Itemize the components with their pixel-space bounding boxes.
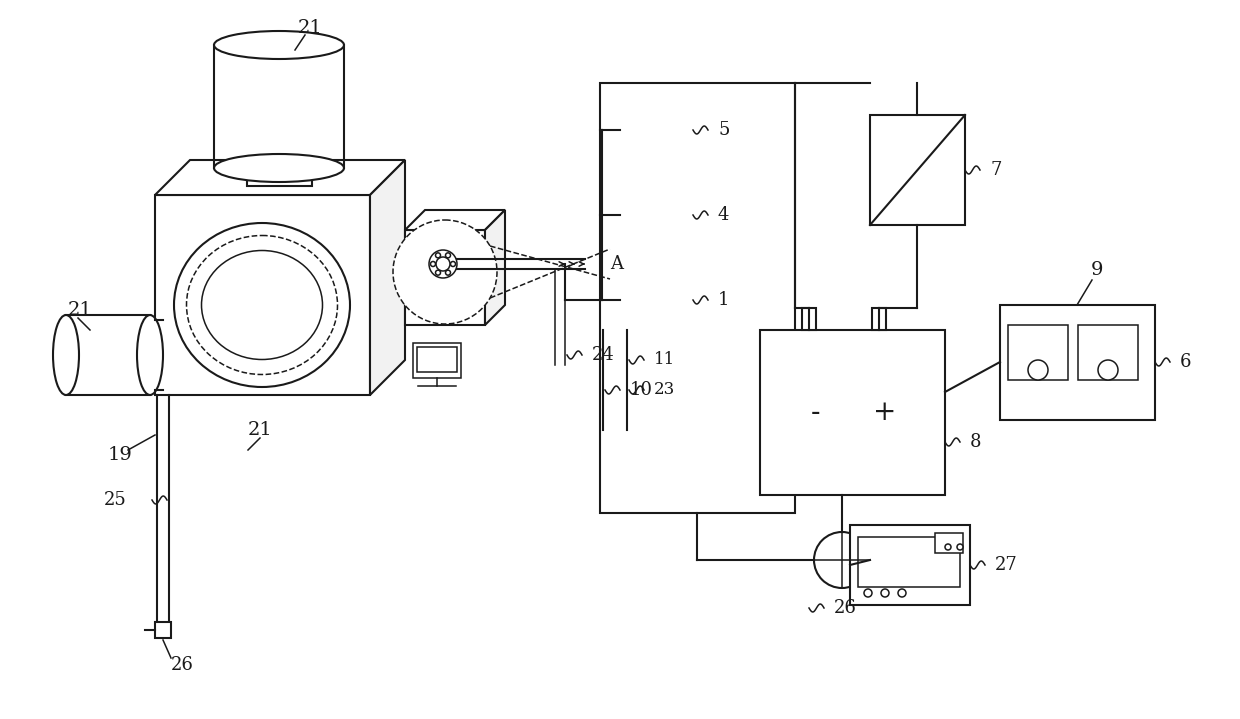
Bar [405, 230, 485, 325]
Text: 6: 6 [1180, 353, 1192, 371]
Bar [849, 525, 970, 605]
Ellipse shape [603, 422, 627, 438]
Text: 1: 1 [718, 291, 729, 309]
Bar [1008, 325, 1068, 380]
Ellipse shape [603, 322, 627, 338]
Circle shape [957, 544, 963, 550]
Bar [760, 330, 945, 495]
Bar [870, 115, 965, 225]
Circle shape [898, 589, 906, 597]
Circle shape [1028, 360, 1048, 380]
Text: 25: 25 [104, 491, 126, 509]
Text: 4: 4 [718, 206, 729, 224]
Text: +: + [873, 398, 897, 426]
Text: A: A [610, 255, 624, 273]
Circle shape [880, 589, 889, 597]
Circle shape [610, 315, 620, 325]
Bar [627, 108, 686, 152]
Text: 23: 23 [653, 382, 676, 398]
Ellipse shape [215, 31, 343, 59]
Bar [627, 193, 686, 237]
Bar [155, 195, 370, 395]
Bar [935, 533, 963, 553]
Bar [620, 185, 698, 245]
Circle shape [675, 292, 689, 308]
Circle shape [864, 589, 872, 597]
Bar [872, 308, 887, 330]
Bar [627, 278, 686, 322]
Bar [620, 100, 698, 160]
Circle shape [393, 220, 497, 324]
Polygon shape [370, 160, 405, 395]
Text: 10: 10 [630, 381, 653, 399]
Bar [155, 622, 171, 638]
Circle shape [945, 544, 951, 550]
Ellipse shape [174, 223, 350, 387]
Ellipse shape [186, 236, 337, 375]
Polygon shape [247, 160, 311, 168]
Circle shape [435, 253, 440, 258]
Polygon shape [155, 160, 405, 195]
Text: -: - [810, 398, 820, 426]
Text: 5: 5 [718, 121, 729, 139]
Bar [858, 537, 960, 587]
Ellipse shape [136, 315, 162, 395]
Bar [600, 83, 795, 513]
Circle shape [445, 253, 450, 258]
Ellipse shape [215, 154, 343, 182]
Text: 21: 21 [68, 301, 93, 319]
Text: 7: 7 [990, 161, 1002, 179]
Text: 26: 26 [835, 599, 857, 617]
Bar [247, 168, 312, 186]
Text: 21: 21 [298, 19, 322, 37]
Text: 19: 19 [108, 446, 133, 464]
Bar [802, 308, 816, 330]
Bar [413, 343, 461, 378]
Circle shape [429, 250, 458, 278]
Text: 26: 26 [171, 656, 193, 674]
Bar [417, 347, 458, 372]
Circle shape [435, 270, 440, 275]
Text: 11: 11 [653, 352, 676, 369]
Circle shape [813, 532, 870, 588]
Text: 24: 24 [591, 346, 615, 364]
Circle shape [430, 262, 435, 267]
Ellipse shape [201, 250, 322, 360]
Text: 8: 8 [970, 433, 982, 451]
Text: 21: 21 [248, 421, 273, 439]
Text: 27: 27 [994, 556, 1018, 574]
Ellipse shape [53, 315, 79, 395]
Polygon shape [405, 210, 505, 230]
Circle shape [436, 257, 450, 271]
Circle shape [1097, 360, 1118, 380]
Circle shape [450, 262, 455, 267]
Text: 9: 9 [1091, 261, 1104, 279]
Circle shape [675, 122, 689, 138]
Bar [999, 305, 1154, 420]
Polygon shape [485, 210, 505, 325]
Bar [1078, 325, 1138, 380]
Circle shape [445, 270, 450, 275]
Bar [620, 270, 698, 330]
Circle shape [675, 207, 689, 223]
